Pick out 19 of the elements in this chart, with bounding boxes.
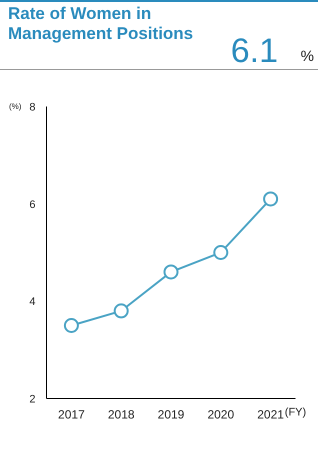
y-tick-label: 6 (29, 198, 36, 211)
y-tick-label: 4 (29, 296, 36, 308)
point (164, 264, 178, 280)
x-axis-title: (FY) (284, 406, 306, 418)
x-tick-label: 2018 (108, 408, 135, 422)
y-tick-label: 2 (29, 394, 36, 406)
point (213, 245, 228, 260)
x-tick-label: 2017 (58, 408, 86, 422)
x-tick-label: 2021 (257, 408, 284, 422)
chart-title: Rate of Women in Management Positions (8, 4, 194, 44)
x-tick-label: 2020 (207, 408, 234, 422)
x-tick-label: 2019 (158, 408, 185, 422)
y-tick-label: 8 (29, 102, 36, 114)
y-axis-title: (%) (8, 102, 22, 111)
point (263, 191, 278, 206)
text: 6.1 (230, 32, 278, 70)
point (64, 318, 79, 333)
text: % (300, 47, 314, 67)
point (114, 303, 129, 318)
